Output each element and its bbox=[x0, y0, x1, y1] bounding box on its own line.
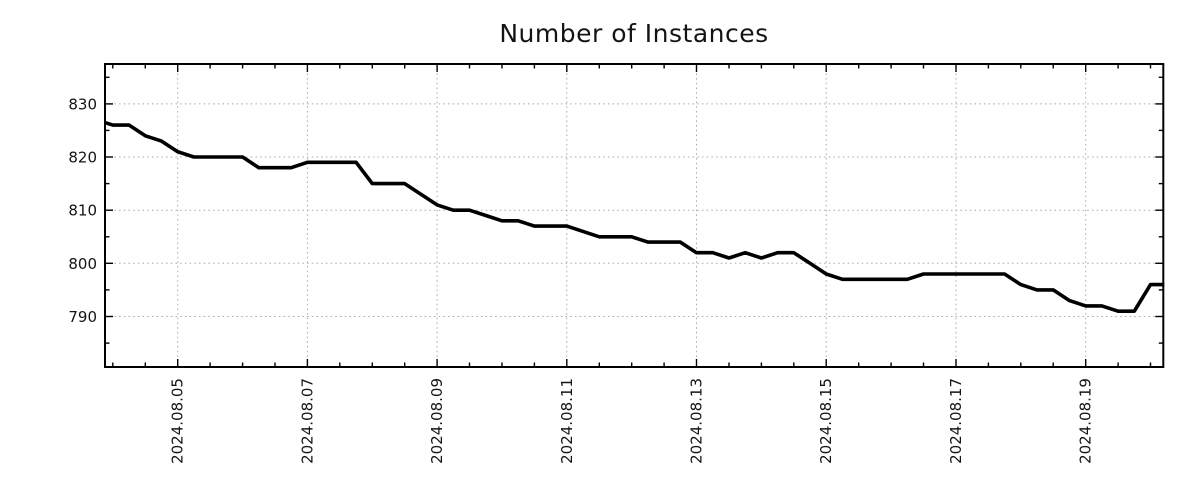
series-line bbox=[104, 120, 1165, 314]
x-tick-label: 2024.08.15 bbox=[817, 378, 835, 464]
y-axis-labels: 790 800 810 820 830 bbox=[68, 95, 97, 326]
x-tick-label: 2024.08.11 bbox=[558, 378, 576, 464]
x-tick-label: 2024.08.07 bbox=[298, 378, 316, 464]
instances-series bbox=[104, 120, 1165, 314]
y-tick-label: 810 bbox=[68, 202, 97, 220]
x-axis-labels: 2024.08.05 2024.08.07 2024.08.09 2024.08.11… bbox=[169, 378, 1095, 464]
y-tick-label: 830 bbox=[68, 95, 97, 113]
y-tick-label: 820 bbox=[68, 149, 97, 167]
x-tick-label: 2024.08.13 bbox=[688, 378, 706, 464]
plot-border bbox=[104, 63, 1165, 368]
y-tick-label: 790 bbox=[68, 308, 97, 326]
x-tick-label: 2024.08.05 bbox=[169, 378, 187, 464]
y-tick-label: 800 bbox=[68, 255, 97, 273]
axis-ticks bbox=[105, 64, 1164, 367]
chart-title: Number of Instances bbox=[499, 19, 769, 48]
grid-lines bbox=[105, 64, 1164, 367]
x-tick-label: 2024.08.17 bbox=[947, 378, 965, 464]
x-tick-label: 2024.08.09 bbox=[428, 378, 446, 464]
x-tick-label: 2024.08.19 bbox=[1077, 378, 1095, 464]
